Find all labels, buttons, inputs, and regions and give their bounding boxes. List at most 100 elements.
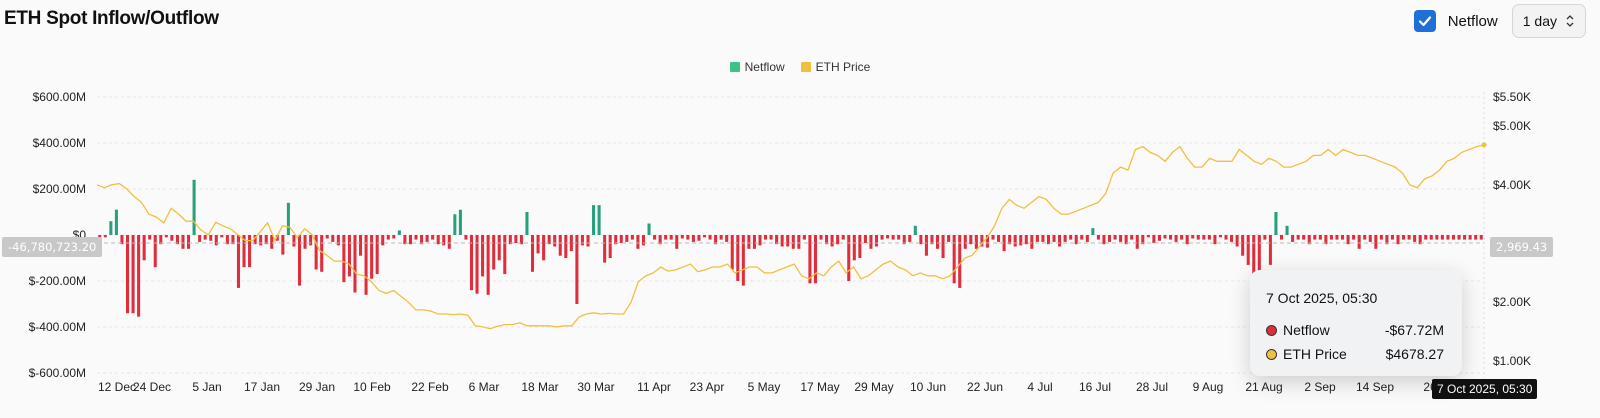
netflow-bar xyxy=(309,235,313,246)
netflow-bar xyxy=(120,235,124,245)
netflow-bar xyxy=(1124,235,1128,245)
netflow-bar xyxy=(436,235,440,245)
netflow-bar xyxy=(125,235,130,314)
netflow-bar xyxy=(1451,235,1456,240)
netflow-bar xyxy=(225,235,229,245)
y-left-tick-label: $-200.00M xyxy=(29,274,86,288)
netflow-bar xyxy=(1024,235,1028,245)
netflow-bar xyxy=(886,235,890,239)
netflow-bar xyxy=(1357,235,1361,249)
netflow-bar xyxy=(1324,235,1328,245)
netflow-bar xyxy=(442,235,446,246)
netflow-bar xyxy=(797,235,801,249)
netflow-bar xyxy=(969,235,973,245)
netflow-bar xyxy=(264,235,268,245)
netflow-bar xyxy=(270,235,274,249)
netflow-bar xyxy=(891,235,895,240)
netflow-bar xyxy=(542,235,546,261)
netflow-bar xyxy=(702,235,707,238)
netflow-bar xyxy=(586,235,590,247)
netflow-bar xyxy=(187,235,191,249)
netflow-bar xyxy=(1335,235,1339,240)
netflow-bar xyxy=(503,235,507,275)
netflow-bar xyxy=(641,235,645,246)
netflow-bar xyxy=(952,235,956,284)
netflow-bar xyxy=(447,235,451,249)
netflow-bar xyxy=(1035,235,1039,242)
tooltip-row-eth-price: ETH Price $4678.27 xyxy=(1266,346,1444,362)
netflow-bar xyxy=(1091,228,1095,235)
netflow-bar xyxy=(802,235,806,240)
netflow-bar xyxy=(752,235,756,249)
netflow-bar xyxy=(1241,235,1245,256)
netflow-bar xyxy=(874,235,879,247)
netflow-bar xyxy=(1058,235,1062,247)
tooltip-dot-eth-price xyxy=(1266,348,1277,360)
netflow-bar xyxy=(653,235,657,240)
netflow-bar xyxy=(525,212,529,235)
netflow-bar xyxy=(1285,225,1289,235)
chart-tooltip: 7 Oct 2025, 05:30 Netflow -$67.72M ETH P… xyxy=(1250,270,1462,376)
x-tick-label: 14 Sep xyxy=(1356,380,1394,394)
netflow-bar xyxy=(1313,235,1317,240)
page-title: ETH Spot Inflow/Outflow xyxy=(4,8,219,29)
y-left-tick-label: $200.00M xyxy=(33,182,86,196)
netflow-bar xyxy=(858,235,862,258)
legend-item-netflow[interactable]: Netflow xyxy=(729,60,785,74)
netflow-bar xyxy=(847,235,851,281)
netflow-bar xyxy=(764,235,768,240)
interval-select[interactable]: 1 day xyxy=(1511,4,1586,38)
netflow-bar xyxy=(1019,235,1023,246)
netflow-bar xyxy=(475,235,479,294)
netflow-bar xyxy=(364,235,368,295)
legend-item-eth-price[interactable]: ETH Price xyxy=(800,60,870,74)
netflow-bar xyxy=(1246,235,1250,265)
netflow-bar xyxy=(508,235,512,245)
netflow-toggle[interactable]: Netflow xyxy=(1413,10,1498,32)
netflow-bar xyxy=(1096,235,1100,240)
netflow-bar xyxy=(697,235,701,241)
y-right-tick-label: $5.50K xyxy=(1493,90,1531,104)
netflow-bar xyxy=(325,235,329,239)
x-tick-label: 2 Sep xyxy=(1304,380,1336,394)
chart-controls: Netflow 1 day xyxy=(1413,4,1586,38)
netflow-bar xyxy=(514,235,518,244)
netflow-bar xyxy=(1341,235,1345,240)
netflow-bar xyxy=(608,235,612,258)
tooltip-name-netflow: Netflow xyxy=(1283,322,1330,338)
x-tick-label: 4 Jul xyxy=(1027,380,1052,394)
netflow-bar xyxy=(242,235,246,268)
netflow-bar xyxy=(575,235,579,304)
netflow-bar xyxy=(736,235,740,281)
netflow-bar xyxy=(486,235,490,295)
tooltip-date: 7 Oct 2025, 05:30 xyxy=(1266,290,1378,306)
netflow-bar xyxy=(1152,235,1156,244)
netflow-bar xyxy=(209,235,213,241)
netflow-bar xyxy=(974,235,978,249)
netflow-bar xyxy=(1191,235,1195,239)
netflow-bar xyxy=(1457,235,1461,240)
netflow-bar xyxy=(1424,235,1428,240)
netflow-bar xyxy=(808,235,812,284)
x-tick-label: 29 Jan xyxy=(299,380,335,394)
netflow-bar xyxy=(469,235,474,291)
netflow-bar xyxy=(747,235,751,249)
netflow-bar xyxy=(963,235,967,249)
netflow-bar xyxy=(775,235,779,245)
netflow-bar xyxy=(131,235,135,314)
netflow-bar xyxy=(1169,235,1173,240)
x-tick-label: 30 Mar xyxy=(577,380,614,394)
netflow-bar xyxy=(1302,235,1306,240)
netflow-bar xyxy=(1318,235,1322,240)
legend-label-netflow: Netflow xyxy=(744,60,785,74)
netflow-bar xyxy=(1479,235,1483,240)
netflow-bar xyxy=(1180,235,1184,240)
netflow-bar xyxy=(819,235,823,240)
netflow-checkbox[interactable] xyxy=(1413,10,1436,32)
netflow-bar xyxy=(386,235,390,240)
netflow-bar xyxy=(1224,235,1228,240)
netflow-bar xyxy=(941,235,945,258)
netflow-bar xyxy=(1296,235,1300,240)
netflow-bar xyxy=(919,235,923,245)
